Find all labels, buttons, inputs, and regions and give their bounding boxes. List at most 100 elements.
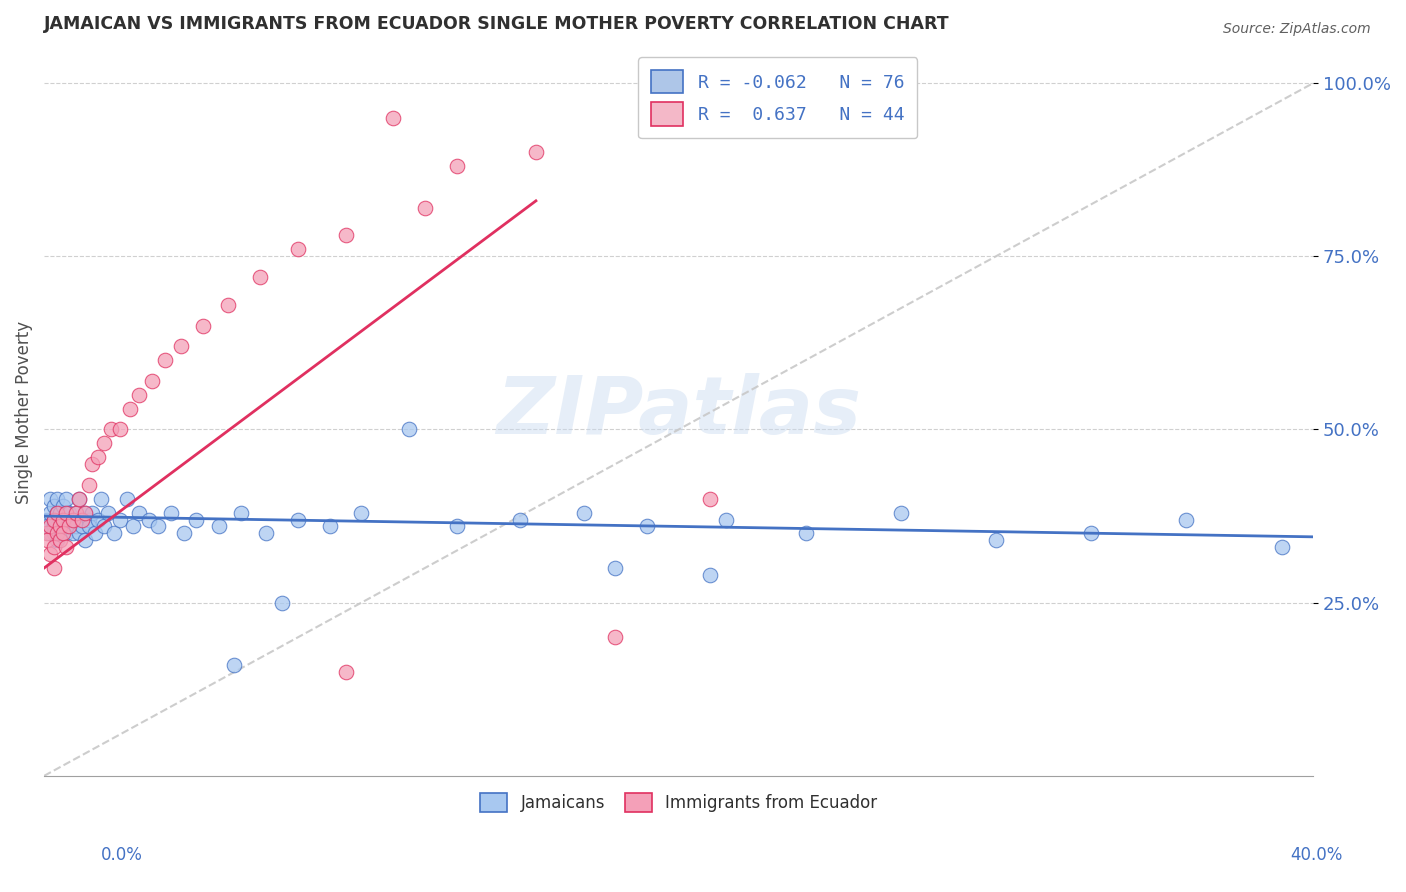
Point	[42, 519, 65, 533]
Point	[42, 526, 65, 541]
Point	[128, 388, 150, 402]
Point	[67, 491, 90, 506]
Point	[49, 526, 72, 541]
Point	[65, 506, 87, 520]
Point	[52, 512, 75, 526]
Point	[446, 519, 468, 533]
Point	[186, 512, 208, 526]
Point	[87, 512, 110, 526]
Point	[1270, 540, 1292, 554]
Point	[70, 519, 93, 533]
Point	[224, 658, 246, 673]
Point	[62, 526, 84, 541]
Point	[699, 568, 721, 582]
Point	[49, 533, 72, 548]
Point	[65, 519, 87, 533]
Point	[524, 145, 547, 160]
Point	[1175, 512, 1198, 526]
Text: 0.0%: 0.0%	[101, 846, 143, 863]
Point	[110, 512, 132, 526]
Point	[83, 526, 105, 541]
Point	[75, 506, 97, 520]
Point	[699, 491, 721, 506]
Point	[572, 506, 595, 520]
Point	[62, 512, 84, 526]
Point	[93, 436, 115, 450]
Point	[39, 547, 62, 561]
Point	[45, 533, 67, 548]
Point	[207, 519, 229, 533]
Point	[77, 478, 100, 492]
Point	[55, 491, 77, 506]
Point	[42, 512, 65, 526]
Point	[287, 512, 309, 526]
Point	[100, 422, 122, 436]
Point	[103, 526, 125, 541]
Point	[605, 630, 627, 644]
Text: Source: ZipAtlas.com: Source: ZipAtlas.com	[1223, 22, 1371, 37]
Point	[254, 526, 277, 541]
Point	[398, 422, 420, 436]
Point	[80, 506, 103, 520]
Point	[45, 506, 67, 520]
Point	[148, 519, 170, 533]
Point	[382, 111, 405, 125]
Point	[58, 519, 80, 533]
Point	[39, 519, 62, 533]
Text: ZIPatlas: ZIPatlas	[496, 373, 862, 451]
Point	[229, 506, 252, 520]
Point	[55, 506, 77, 520]
Point	[45, 491, 67, 506]
Point	[39, 506, 62, 520]
Point	[160, 506, 183, 520]
Point	[413, 201, 436, 215]
Point	[890, 506, 912, 520]
Point	[605, 561, 627, 575]
Point	[110, 422, 132, 436]
Point	[335, 665, 357, 679]
Point	[52, 499, 75, 513]
Point	[350, 506, 373, 520]
Point	[138, 512, 160, 526]
Point	[249, 270, 271, 285]
Text: JAMAICAN VS IMMIGRANTS FROM ECUADOR SINGLE MOTHER POVERTY CORRELATION CHART: JAMAICAN VS IMMIGRANTS FROM ECUADOR SING…	[44, 15, 949, 33]
Point	[37, 519, 59, 533]
Point	[49, 512, 72, 526]
Point	[52, 526, 75, 541]
Point	[49, 519, 72, 533]
Point	[49, 506, 72, 520]
Point	[118, 401, 141, 416]
Point	[42, 499, 65, 513]
Point	[75, 506, 97, 520]
Point	[45, 519, 67, 533]
Point	[794, 526, 817, 541]
Point	[37, 512, 59, 526]
Point	[67, 526, 90, 541]
Point	[52, 519, 75, 533]
Point	[70, 512, 93, 526]
Point	[87, 450, 110, 465]
Point	[636, 519, 658, 533]
Point	[55, 506, 77, 520]
Point	[65, 506, 87, 520]
Point	[58, 512, 80, 526]
Point	[55, 526, 77, 541]
Point	[115, 491, 138, 506]
Text: 40.0%: 40.0%	[1291, 846, 1343, 863]
Point	[1080, 526, 1102, 541]
Point	[42, 561, 65, 575]
Point	[287, 243, 309, 257]
Point	[90, 491, 112, 506]
Point	[67, 491, 90, 506]
Point	[42, 512, 65, 526]
Point	[128, 506, 150, 520]
Point	[45, 506, 67, 520]
Point	[217, 298, 239, 312]
Point	[52, 512, 75, 526]
Point	[42, 540, 65, 554]
Point	[58, 506, 80, 520]
Point	[173, 526, 195, 541]
Point	[49, 519, 72, 533]
Point	[191, 318, 214, 333]
Point	[141, 374, 163, 388]
